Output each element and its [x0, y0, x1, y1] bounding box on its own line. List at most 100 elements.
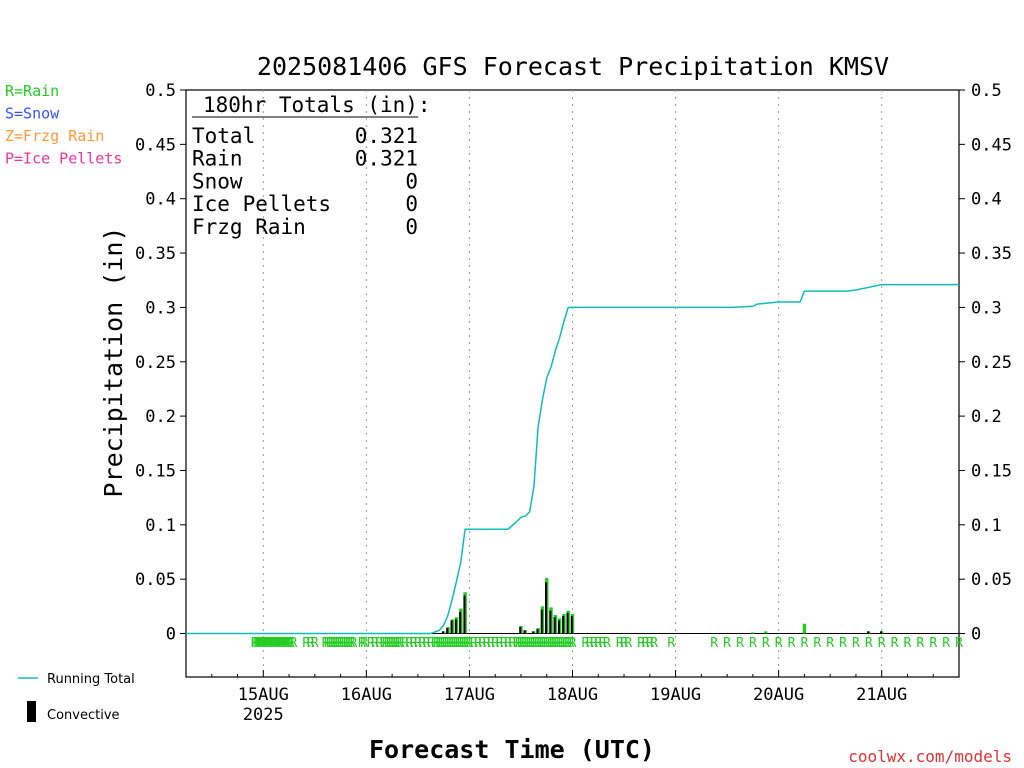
chart-title: 2025081406 GFS Forecast Precipitation KM…	[257, 52, 889, 81]
convective-bar	[549, 610, 552, 634]
rain-marker: R	[534, 636, 542, 651]
x-tick-sublabel: 2025	[243, 705, 284, 725]
rain-marker: R	[491, 636, 499, 651]
convective-bar	[519, 626, 522, 634]
running-total-legend-label: Running Total	[47, 672, 135, 687]
rain-marker: R	[942, 636, 950, 651]
y-tick-label-left: 0.5	[145, 81, 176, 101]
rain-marker: R	[283, 636, 291, 651]
rain-marker: R	[667, 636, 675, 651]
rain-marker: R	[278, 636, 286, 651]
convective-bar	[570, 616, 573, 634]
rain-marker: R	[483, 636, 491, 651]
rain-marker: R	[442, 636, 450, 651]
x-tick-label: 15AUG	[238, 685, 289, 705]
rain-marker: R	[916, 636, 924, 651]
x-tick-label: 19AUG	[650, 685, 701, 705]
rain-marker: R	[775, 636, 783, 651]
rain-marker: R	[326, 636, 334, 651]
rain-marker: R	[800, 636, 808, 651]
rain-marker: R	[642, 636, 650, 651]
x-axis-label: Forecast Time (UTC)	[369, 735, 655, 764]
y-axis-left: 0 0.05 0.1 0.15 0.2 0.25 0.3 0.35 0.4 0.45 0.5	[135, 81, 186, 645]
rain-marker: R	[337, 636, 345, 651]
y-tick-label-right: 0.35	[971, 244, 1012, 264]
y-tick-label-right: 0.1	[971, 516, 1002, 536]
totals-box: 180hr Totals (in): Total 0.321 Rain 0.321 Sn…	[192, 93, 431, 239]
y-tick-label-right: 0.25	[971, 353, 1012, 373]
rain-marker: R	[852, 636, 860, 651]
convective-legend-label: Convective	[47, 708, 120, 723]
rain-marker: R	[393, 636, 401, 651]
convective-bar	[459, 611, 462, 634]
y-axis-right: 0 0.05 0.1 0.15 0.2 0.25 0.3 0.35 0.4 0.45 0.5	[959, 81, 1012, 645]
precip-type-legend: R=Rain S=Snow Z=Frzg Rain P=Ice Pellets	[5, 82, 122, 168]
rain-marker: R	[277, 636, 285, 651]
totals-label: Rain	[192, 147, 243, 171]
rain-marker: R	[390, 636, 398, 651]
rain-marker: R	[289, 636, 297, 651]
rain-marker: R	[251, 636, 259, 651]
precip-bars	[186, 578, 959, 635]
rain-marker: R	[324, 636, 332, 651]
rain-marker: R	[558, 636, 566, 651]
y-tick-label-right: 0.2	[971, 407, 1002, 427]
convective-bar	[446, 628, 449, 634]
convective-bar	[562, 616, 565, 634]
rain-marker: R	[541, 636, 549, 651]
convective-bar	[557, 620, 560, 634]
rain-marker: R	[418, 636, 426, 651]
totals-value: 0	[405, 169, 418, 193]
convective-bar	[523, 630, 526, 634]
rain-marker: R	[433, 636, 441, 651]
rain-marker: R	[330, 636, 338, 651]
rain-marker: R	[268, 636, 276, 651]
rain-marker: R	[270, 636, 278, 651]
rain-marker: R	[466, 636, 474, 651]
rain-marker: R	[427, 636, 435, 651]
y-tick-label-left: 0.1	[145, 516, 176, 536]
rain-marker: R	[455, 636, 463, 651]
rain-marker: R	[517, 636, 525, 651]
y-tick-label-left: 0.4	[145, 190, 176, 210]
rain-marker: R	[530, 636, 538, 651]
rain-marker: R	[569, 636, 577, 651]
rain-marker: R	[367, 636, 375, 651]
rain-marker: R	[261, 636, 269, 651]
rain-marker: R	[440, 636, 448, 651]
rain-marker: R	[470, 636, 478, 651]
rain-marker: R	[556, 636, 564, 651]
rain-marker: R	[650, 636, 658, 651]
rain-marker: R	[891, 636, 899, 651]
rain-marker: R	[904, 636, 912, 651]
rain-marker: R	[586, 636, 594, 651]
x-tick-label: 16AUG	[341, 685, 392, 705]
rain-marker: R	[386, 636, 394, 651]
convective-bar	[450, 620, 453, 634]
y-tick-label-left: 0.3	[145, 298, 176, 318]
rain-marker: R	[564, 636, 572, 651]
rain-marker: R	[360, 636, 368, 651]
totals-label: Snow	[192, 169, 243, 193]
rain-marker: R	[624, 636, 632, 651]
totals-label: Ice Pellets	[192, 192, 331, 216]
credit-link[interactable]: coolwx.com/models	[848, 747, 1012, 766]
rain-marker: R	[762, 636, 770, 651]
totals-header: 180hr Totals (in):	[203, 93, 431, 117]
rain-marker: R	[410, 636, 418, 651]
rain-marker: R	[253, 636, 261, 651]
rain-marker: R	[405, 636, 413, 651]
y-tick-label-right: 0.5	[971, 81, 1002, 101]
rain-marker: R	[302, 636, 310, 651]
totals-label: Total	[192, 124, 255, 148]
rain-marker: R	[826, 636, 834, 651]
rain-marker: R	[723, 636, 731, 651]
rain-marker: R	[562, 636, 570, 651]
rain-marker: R	[878, 636, 886, 651]
totals-value: 0	[405, 192, 418, 216]
rain-marker: R	[929, 636, 937, 651]
rain-marker: R	[339, 636, 347, 651]
rain-marker: R	[258, 636, 266, 651]
y-tick-label-left: 0	[166, 625, 176, 645]
